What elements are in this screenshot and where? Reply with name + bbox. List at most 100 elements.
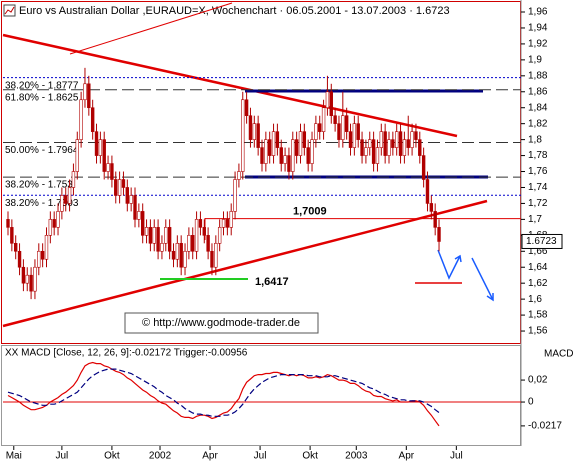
y-tick-label: 1,66	[528, 246, 548, 257]
candle-body	[429, 203, 434, 212]
candle-body	[90, 107, 95, 132]
candle-body	[294, 139, 299, 156]
candle-body	[310, 139, 314, 164]
candle-body	[321, 107, 326, 132]
candle-body	[17, 250, 22, 268]
y-tick-label: 1,6	[528, 294, 542, 305]
y-tick-label: 1,72	[528, 198, 548, 209]
candle-body	[167, 227, 172, 252]
fib-label: 38.20% - 1.753	[5, 180, 73, 191]
last-price-label: 1.6723	[526, 236, 557, 247]
candle-body	[410, 131, 414, 148]
candle-body	[75, 139, 79, 172]
candle-body	[125, 187, 130, 204]
candle-body	[248, 115, 253, 140]
fib-label: 38.20% - 1.7303	[5, 198, 79, 209]
copyright: © http://www.godmode-trader.de	[142, 317, 300, 329]
candle-body	[37, 250, 41, 268]
candle-body	[341, 115, 345, 140]
candle-body	[402, 139, 407, 156]
y-tick-label: 1,9	[528, 55, 542, 66]
candle-body	[29, 274, 33, 292]
y-tick-label: 1,58	[528, 310, 548, 321]
candle-body	[291, 139, 295, 172]
y-tick-label: 1,82	[528, 118, 548, 129]
candle-body	[252, 123, 257, 140]
candle-body	[287, 155, 291, 172]
candle-body	[106, 163, 110, 172]
candle-body	[198, 219, 203, 228]
y-tick-label: 0,02	[528, 375, 548, 386]
candle-body	[52, 219, 56, 228]
y-tick-label: 1,78	[528, 150, 548, 161]
y-tick-label: 1,88	[528, 70, 548, 81]
candle-body	[225, 219, 230, 228]
candle-body	[64, 195, 68, 204]
fib-label: 50.00% - 1.7964	[5, 145, 79, 156]
copyright-box	[124, 312, 319, 334]
y-tick-label: 1,94	[528, 23, 548, 34]
macd-title: XX MACD [Close, 12, 26, 9]:-0.02172 Trig…	[5, 348, 248, 359]
candle-body	[171, 250, 176, 260]
y-tick-label: 1,8	[528, 134, 542, 145]
candle-body	[418, 139, 422, 156]
y-tick-label: -0.0217	[528, 421, 562, 432]
macd-line	[7, 368, 440, 417]
macd-line	[7, 361, 440, 427]
candle-body	[214, 243, 218, 268]
candle-body	[264, 139, 268, 164]
candle-body	[121, 179, 126, 188]
y-tick-label: 1,56	[528, 326, 548, 337]
candle-body	[140, 211, 145, 236]
macd-axis-label: MACD	[544, 349, 573, 360]
candle-body	[244, 99, 249, 116]
candle-body	[267, 139, 272, 156]
candle-body	[394, 131, 399, 148]
candle-body	[148, 227, 153, 244]
x-tick-label: 2002	[149, 451, 172, 462]
candle-body	[368, 139, 372, 148]
candle-body	[110, 163, 114, 180]
candle-body	[175, 243, 180, 260]
candle-body	[25, 274, 29, 284]
candle-body	[210, 250, 214, 268]
candle-body	[433, 211, 437, 228]
candle-body	[10, 227, 14, 244]
candle-body	[283, 155, 287, 164]
candle-body	[237, 171, 241, 180]
candle-body	[71, 171, 76, 188]
title-icon	[3, 4, 16, 17]
y-tick-label: 1,96	[528, 7, 548, 18]
candle-body	[275, 131, 280, 148]
candle-body	[156, 227, 160, 252]
candle-body	[279, 147, 283, 164]
candle-body	[233, 179, 237, 212]
candle-body	[144, 227, 149, 236]
candle-body	[67, 187, 72, 204]
y-tick-label: 1,76	[528, 166, 548, 177]
y-tick-label: 1,86	[528, 86, 548, 97]
candle-body	[102, 139, 106, 172]
candle-body	[371, 139, 376, 164]
candle-body	[383, 131, 387, 156]
x-tick-label: 2003	[345, 451, 368, 462]
candle-body	[56, 211, 60, 228]
candle-body	[40, 250, 45, 260]
candle-body	[306, 147, 310, 164]
candle-body	[194, 219, 199, 252]
candle-body	[298, 131, 303, 156]
candle-body	[375, 147, 380, 164]
chart-title: Euro vs Australian Dollar ,EURAUD=X, Woc…	[19, 5, 450, 17]
candle-body	[221, 219, 226, 228]
x-tick-label: Jul	[55, 451, 68, 462]
x-tick-label: Jul	[254, 451, 267, 462]
y-tick-label: 1,64	[528, 262, 548, 273]
candle-body	[129, 195, 133, 204]
candle-body	[98, 139, 103, 156]
candle-body	[133, 195, 137, 220]
x-tick-label: Apr	[202, 451, 218, 462]
candle-body	[352, 123, 357, 148]
x-tick-label: Okt	[104, 451, 120, 462]
candle-body	[117, 179, 122, 196]
